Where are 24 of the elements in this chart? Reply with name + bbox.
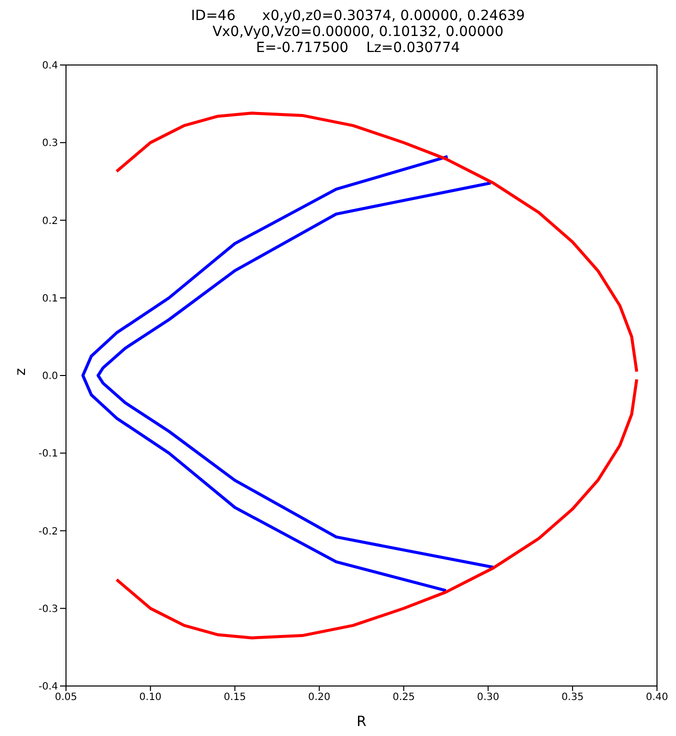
x-tick-label: 0.35: [561, 692, 584, 704]
y-tick-label: 0.3: [42, 138, 58, 150]
line-series: [81, 155, 450, 592]
line-series: [115, 112, 638, 374]
y-tick-label: 0.2: [42, 216, 58, 227]
x-tick-label: 0.15: [224, 692, 246, 704]
line-series: [115, 378, 638, 640]
y-axis-title: z: [12, 368, 29, 376]
x-tick-label: 0.05: [54, 692, 78, 704]
y-tick-label: 0.0: [42, 371, 58, 382]
y-tick-label: -0.2: [38, 526, 58, 538]
y-tick-label: -0.4: [38, 682, 58, 693]
x-axis-title: R: [356, 714, 367, 730]
y-tick-label: -0.1: [38, 448, 58, 460]
y-tick-label: -0.3: [38, 604, 58, 615]
x-tick-label: 0.30: [477, 692, 500, 704]
y-tick-label: 0.4: [42, 60, 58, 72]
x-tick-label: 0.10: [139, 692, 162, 704]
x-tick-label: 0.20: [308, 692, 330, 704]
line-series: [96, 181, 495, 569]
chart-title: ID=46 x0,y0,z0=0.30374, 0.00000, 0.24639 Vx0,Vy0,Vz0=0.00000, 0.10132, 0.00000 E=-0.717500 Lz=0.030774: [190, 8, 526, 56]
x-tick-label: 0.40: [646, 692, 668, 704]
x-tick-label: 0.25: [392, 692, 415, 704]
y-tick-label: 0.1: [42, 293, 58, 304]
